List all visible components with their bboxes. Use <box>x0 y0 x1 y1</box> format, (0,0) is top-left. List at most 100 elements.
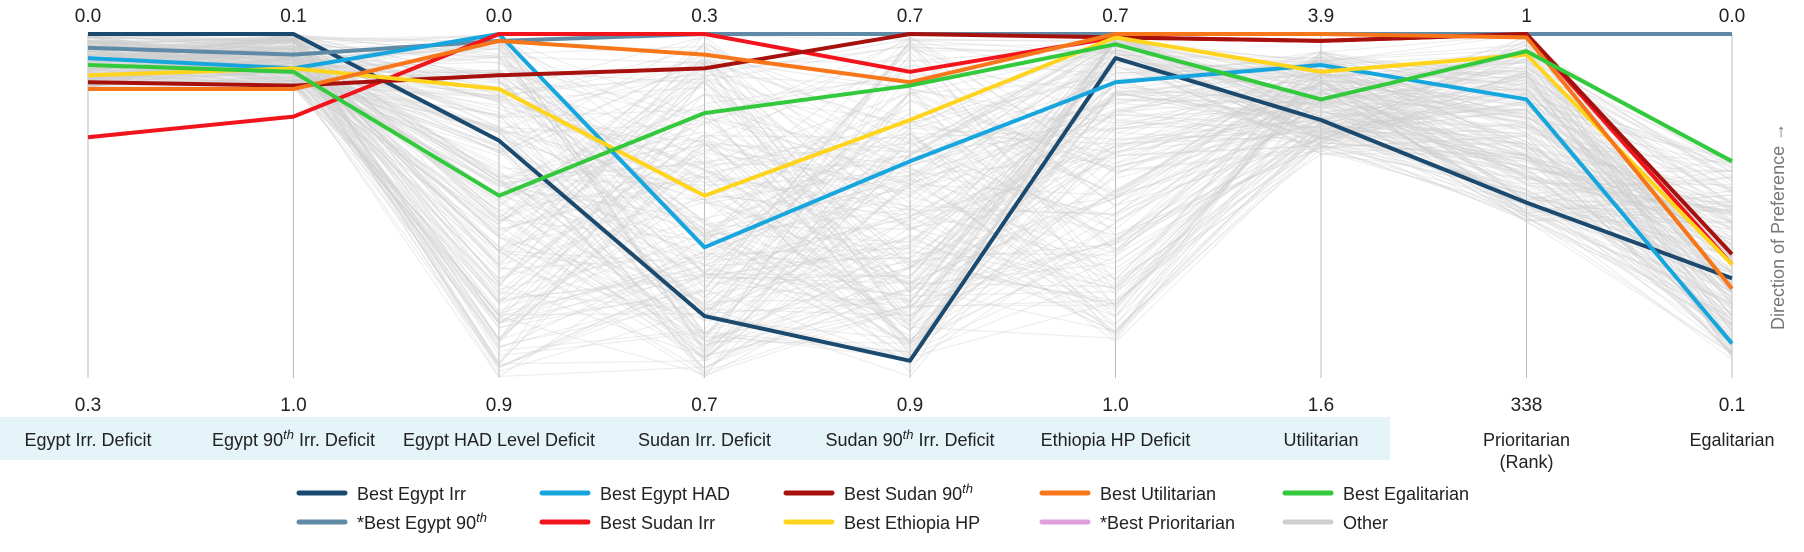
other-solution-line <box>87 42 1733 316</box>
other-solution-line <box>87 37 1733 345</box>
other-solution-line <box>87 40 1733 280</box>
other-solution-line <box>87 34 1733 352</box>
axis-bottom-value: 0.9 <box>897 395 923 416</box>
other-solution-line <box>87 52 1733 338</box>
other-solution-line <box>87 34 1733 366</box>
other-solution-line <box>87 52 1733 353</box>
axis-bottom-value: 0.1 <box>1719 395 1745 416</box>
other-solution-line <box>87 44 1733 365</box>
axis-top-value: 0.0 <box>486 6 512 27</box>
axis-names: Egypt Irr. Deficit Egypt 90th​ Irr. Defic… <box>24 427 1774 472</box>
other-solution-line <box>87 45 1733 271</box>
other-solution-line <box>87 35 1733 328</box>
legend-label: Best Ethiopia HP <box>844 513 980 533</box>
axis-bottom-value: 0.9 <box>486 395 512 416</box>
other-solution-line <box>87 57 1733 346</box>
other-solution-line <box>87 39 1733 326</box>
other-solution-line <box>87 33 1733 331</box>
other-solution-line <box>87 34 1733 332</box>
other-solution-line <box>87 39 1733 274</box>
other-solution-line <box>87 54 1733 358</box>
axis-name: Sudan 90th​ Irr. Deficit <box>826 427 995 450</box>
other-solution-line <box>87 50 1733 378</box>
other-solution-line <box>87 49 1733 352</box>
other-solution-line <box>87 45 1733 358</box>
other-solution-line <box>87 61 1733 341</box>
other-solution-line <box>87 41 1733 323</box>
legend-label: Best Egalitarian <box>1343 484 1469 504</box>
other-solution-line <box>87 56 1733 346</box>
other-solution-line <box>87 51 1733 378</box>
other-solution-line <box>87 35 1733 307</box>
other-solution-line <box>87 50 1733 337</box>
other-solution-line <box>87 42 1733 288</box>
axis-top-value: 0.3 <box>691 6 717 27</box>
other-solution-line <box>87 41 1733 368</box>
other-solution-line <box>87 40 1733 336</box>
highlighted-solutions-lines <box>87 32 1734 363</box>
other-solution-line <box>87 41 1733 325</box>
other-solution-line <box>87 34 1733 299</box>
other-solution-line <box>87 35 1733 273</box>
other-solution-line <box>87 50 1733 223</box>
other-solution-line <box>87 55 1733 340</box>
other-solution-line <box>87 55 1733 369</box>
other-solution-line <box>87 45 1733 293</box>
other-solution-line <box>87 37 1733 366</box>
legend-label: Best Sudan Irr <box>600 513 715 533</box>
direction-of-preference-label: Direction of Preference → <box>1768 123 1788 330</box>
other-solution-line <box>87 44 1733 305</box>
other-solution-line <box>87 34 1733 259</box>
other-solution-line <box>87 33 1733 373</box>
other-solution-line <box>87 44 1733 260</box>
other-solution-line <box>87 42 1733 347</box>
other-solution-line <box>87 34 1733 255</box>
axis-top-value: 3.9 <box>1308 6 1334 27</box>
other-solution-line <box>87 48 1733 376</box>
other-solution-line <box>87 58 1733 358</box>
legend: Best Egypt Irr *Best Egypt 90th​ Best Egyp… <box>296 481 1469 533</box>
other-solution-line <box>87 52 1733 273</box>
axis-top-value: 0.0 <box>75 6 101 27</box>
other-solution-line <box>87 64 1733 363</box>
other-solution-line <box>87 52 1733 366</box>
other-solution-line <box>87 45 1733 285</box>
other-solution-line <box>87 52 1733 347</box>
axis-top-value: 0.7 <box>1102 6 1128 27</box>
other-solution-line <box>87 47 1733 309</box>
other-solution-line <box>87 34 1733 317</box>
axis-bottom-value: 1.6 <box>1308 395 1334 416</box>
other-solution-line <box>87 38 1733 348</box>
other-solution-line <box>87 37 1733 332</box>
other-solution-line <box>87 63 1733 320</box>
legend-label: Best Utilitarian <box>1100 484 1216 504</box>
other-solution-line <box>87 40 1733 329</box>
other-solution-line <box>87 75 1733 329</box>
other-solution-line <box>87 47 1733 324</box>
other-solution-line <box>87 38 1733 306</box>
other-solution-line <box>87 49 1733 317</box>
other-solution-line <box>87 35 1733 349</box>
other-solution-line <box>87 42 1733 226</box>
series-line-best-egypt-had <box>87 32 1734 345</box>
other-solution-line <box>87 49 1733 325</box>
other-solution-line <box>87 56 1733 354</box>
axis-top-value: 0.1 <box>280 6 306 27</box>
other-solution-line <box>87 72 1733 354</box>
other-solution-line <box>87 42 1733 267</box>
other-solution-line <box>87 70 1733 378</box>
axis-top-value: 1 <box>1521 6 1532 27</box>
other-solution-line <box>87 35 1733 306</box>
other-solution-line <box>87 60 1733 354</box>
axis-label-band <box>0 417 1390 460</box>
axis-lines <box>87 34 1733 378</box>
other-solution-line <box>87 59 1733 295</box>
other-solution-line <box>87 35 1733 357</box>
axis-name: Utilitarian <box>1283 430 1358 450</box>
other-solution-line <box>87 50 1733 359</box>
other-solution-line <box>87 35 1733 305</box>
other-solution-line <box>87 43 1733 347</box>
other-solution-line <box>87 69 1733 359</box>
other-solution-line <box>87 39 1733 352</box>
